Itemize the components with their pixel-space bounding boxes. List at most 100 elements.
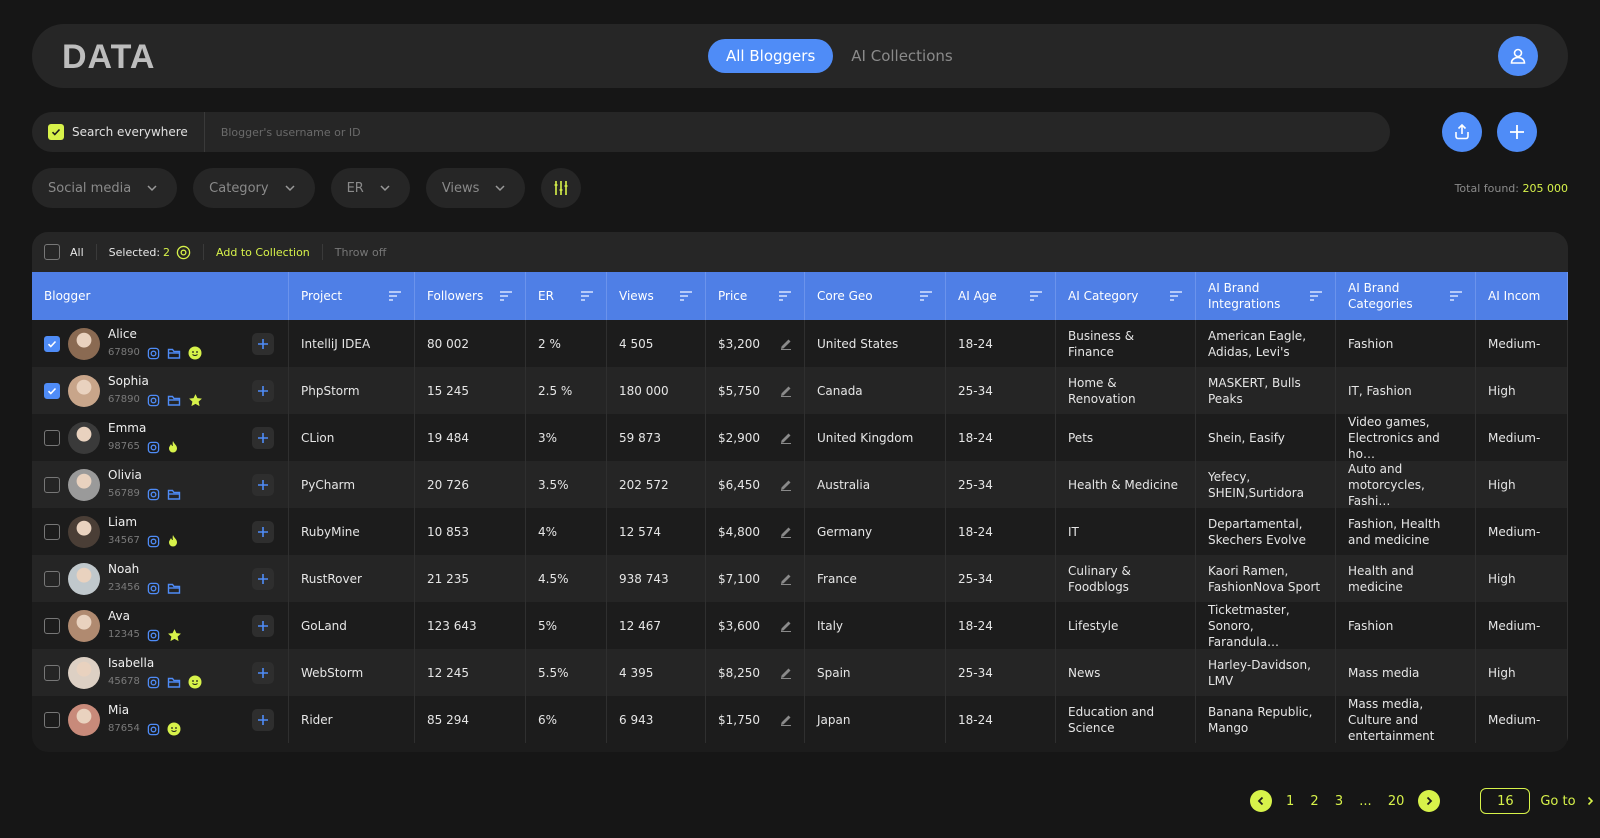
sort-icon[interactable] (679, 290, 693, 302)
column-header[interactable]: AI Category (1056, 272, 1196, 320)
avatar[interactable] (68, 562, 100, 595)
column-header[interactable]: ER (526, 272, 607, 320)
page-3[interactable]: 3 (1334, 793, 1344, 809)
sort-icon[interactable] (388, 290, 402, 302)
select-all-checkbox[interactable] (44, 244, 60, 260)
column-header[interactable]: Price (706, 272, 805, 320)
add-blogger-button[interactable] (252, 614, 274, 637)
column-header[interactable]: Views (607, 272, 706, 320)
table-row[interactable]: Emma 98765 CLion 19 484 3% 59 873 $2,900 United… (32, 414, 1568, 461)
blogger-name[interactable]: Olivia (108, 468, 142, 482)
filter-category[interactable]: Category (193, 168, 315, 208)
column-header[interactable]: AI Incom (1476, 272, 1568, 320)
add-blogger-button[interactable] (252, 379, 274, 402)
row-checkbox[interactable] (44, 523, 60, 540)
avatar[interactable] (68, 327, 100, 360)
row-checkbox[interactable] (44, 617, 60, 634)
prev-page-button[interactable] (1250, 790, 1272, 812)
edit-pencil-icon[interactable] (780, 620, 792, 632)
edit-pencil-icon[interactable] (780, 667, 792, 679)
blogger-name[interactable]: Alice (108, 327, 137, 341)
goto-button[interactable]: Go to (1540, 793, 1576, 809)
table-row[interactable]: Noah 23456 RustRover 21 235 4.5% 938 743 $7,10… (32, 555, 1568, 602)
sort-icon[interactable] (1029, 290, 1043, 302)
row-checkbox[interactable] (44, 335, 60, 352)
add-blogger-button[interactable] (252, 661, 274, 684)
edit-pencil-icon[interactable] (780, 385, 792, 397)
tab-all-bloggers[interactable]: All Bloggers (708, 39, 834, 73)
add-blogger-button[interactable] (252, 426, 274, 449)
edit-pencil-icon[interactable] (780, 714, 792, 726)
add-button[interactable] (1497, 112, 1537, 152)
page-20[interactable]: 20 (1387, 793, 1405, 809)
blogger-name[interactable]: Sophia (108, 374, 149, 388)
eye-icon[interactable] (176, 245, 191, 260)
goto-page-input[interactable] (1480, 788, 1531, 814)
avatar[interactable] (68, 468, 100, 501)
filter-social-media[interactable]: Social media (32, 168, 178, 208)
add-blogger-button[interactable] (252, 708, 274, 731)
sort-icon[interactable] (1309, 290, 1323, 302)
table-row[interactable]: Isabella 45678 WebStorm 12 245 5.5% 4 395 $8,2… (32, 649, 1568, 696)
blogger-name[interactable]: Mia (108, 703, 130, 717)
user-profile-button[interactable] (1498, 36, 1538, 76)
add-blogger-button[interactable] (252, 332, 274, 355)
avatar[interactable] (68, 703, 100, 736)
sort-icon[interactable] (919, 290, 933, 302)
edit-pencil-icon[interactable] (780, 338, 792, 350)
avatar[interactable] (68, 609, 100, 642)
next-page-button[interactable] (1418, 790, 1441, 812)
sort-icon[interactable] (1169, 290, 1183, 302)
throw-off-button[interactable]: Throw off (334, 245, 387, 259)
add-blogger-button[interactable] (252, 473, 274, 496)
sort-icon[interactable] (1449, 290, 1463, 302)
filter-er[interactable]: ER (330, 168, 410, 208)
sort-icon[interactable] (778, 290, 792, 302)
row-checkbox[interactable] (44, 476, 60, 493)
blogger-name[interactable]: Isabella (108, 656, 155, 670)
edit-pencil-icon[interactable] (780, 432, 792, 444)
table-row[interactable]: Olivia 56789 PyCharm 20 726 3.5% 202 572 $6,45… (32, 461, 1568, 508)
avatar[interactable] (68, 374, 100, 407)
export-button[interactable] (1442, 112, 1482, 152)
edit-pencil-icon[interactable] (780, 573, 792, 585)
column-header[interactable]: Project (289, 272, 415, 320)
table-row[interactable]: Ava 12345 GoLand 123 643 5% 12 467 $3,600 Italy… (32, 602, 1568, 649)
column-header[interactable]: AI Brand Integrations (1196, 272, 1336, 320)
page-1[interactable]: 1 (1286, 793, 1295, 809)
table-row[interactable]: Mia 87654 Rider 85 294 6% 6 943 $1,750 Japan 18-… (32, 696, 1568, 743)
avatar[interactable] (68, 656, 100, 689)
column-header[interactable]: Followers (415, 272, 526, 320)
add-blogger-button[interactable] (252, 520, 274, 543)
search-everywhere-toggle[interactable]: Search everywhere (32, 112, 205, 152)
column-header[interactable]: AI Brand Categories (1336, 272, 1476, 320)
edit-pencil-icon[interactable] (780, 479, 792, 491)
row-checkbox[interactable] (44, 570, 60, 587)
search-input[interactable] (204, 112, 1390, 152)
blogger-name[interactable]: Ava (108, 609, 130, 623)
tab-ai-collections[interactable]: AI Collections (851, 47, 953, 65)
column-header[interactable]: AI Age (946, 272, 1056, 320)
page-2[interactable]: 2 (1310, 793, 1319, 809)
blogger-name[interactable]: Emma (108, 421, 147, 435)
row-checkbox[interactable] (44, 664, 60, 681)
add-blogger-button[interactable] (252, 567, 274, 590)
table-row[interactable]: Liam 34567 RubyMine 10 853 4% 12 574 $4,800 Ger… (32, 508, 1568, 555)
blogger-name[interactable]: Liam (108, 515, 138, 529)
sort-icon[interactable] (499, 290, 513, 302)
row-checkbox[interactable] (44, 429, 60, 446)
chevron-right-icon[interactable] (1584, 795, 1596, 807)
avatar[interactable] (68, 421, 100, 454)
avatar[interactable] (68, 515, 100, 548)
search-everywhere-checkbox[interactable] (48, 124, 64, 140)
column-header[interactable]: Blogger (32, 272, 289, 320)
row-checkbox[interactable] (44, 382, 60, 399)
add-to-collection-button[interactable]: Add to Collection (216, 245, 310, 259)
table-row[interactable]: Alice 67890 IntelliJ IDEA 80 002 2 % 4 505 $3,… (32, 320, 1568, 367)
filter-settings-button[interactable] (541, 168, 582, 208)
edit-pencil-icon[interactable] (780, 526, 792, 538)
table-row[interactable]: Sophia 67890 PhpStorm 15 245 2.5 % 180 000 $5,… (32, 367, 1568, 414)
column-header[interactable]: Core Geo (805, 272, 946, 320)
filter-views[interactable]: Views (425, 168, 526, 208)
blogger-name[interactable]: Noah (108, 562, 140, 576)
